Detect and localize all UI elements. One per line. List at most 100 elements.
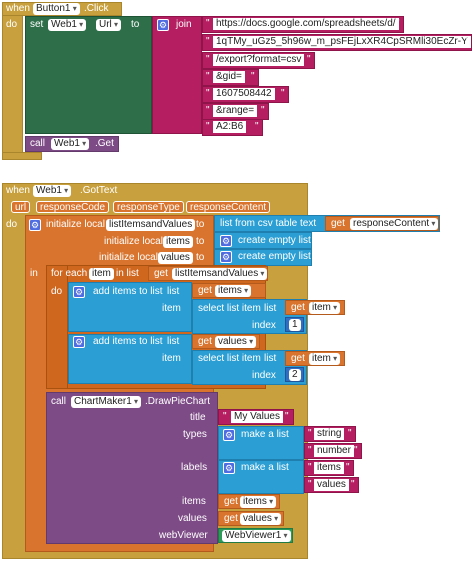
quote-icon: " <box>206 71 210 82</box>
get-keyword-items-param: get <box>224 496 238 507</box>
quote-icon: " <box>251 71 255 82</box>
loop-var-item[interactable]: item <box>89 268 114 280</box>
component-dropdown-chartmaker1[interactable]: ChartMaker1 <box>71 396 142 408</box>
event-name-gottext: .GotText <box>80 185 118 196</box>
do-keyword: do <box>6 19 18 30</box>
set-web1-url-block[interactable] <box>25 16 152 134</box>
quote-icon: " <box>308 428 312 439</box>
quote-icon: " <box>281 88 285 99</box>
mutator-gear-icon-labels[interactable]: ⚙ <box>223 462 235 474</box>
to-keyword-2: to <box>196 236 205 247</box>
method-drawpiechart: .DrawPieChart <box>145 396 211 407</box>
method-get: .Get <box>95 138 114 149</box>
get-keyword-item-1: get <box>291 302 305 313</box>
add-items-label-1: add items to list <box>93 286 163 297</box>
index-keyword-2: index <box>252 370 276 381</box>
mutator-gear-icon-empty-2[interactable]: ⚙ <box>220 251 232 263</box>
to-keyword-3: to <box>196 252 205 263</box>
mutator-gear-icon-types[interactable]: ⚙ <box>223 429 235 441</box>
add-items-block-1[interactable] <box>68 282 192 332</box>
quote-icon: " <box>348 428 352 439</box>
text-url-part-3[interactable]: /export?format=csv <box>213 54 305 66</box>
mutator-gear-icon-add-1[interactable]: ⚙ <box>73 286 85 298</box>
get-keyword-add-2: get <box>198 336 212 347</box>
quote-icon: " <box>308 479 312 490</box>
create-empty-list-label-1: create empty list <box>238 235 311 246</box>
get-responsecontent-dropdown[interactable]: responseContent <box>350 218 439 230</box>
text-title[interactable]: My Values <box>231 411 283 423</box>
text-type-string[interactable]: string <box>314 428 345 440</box>
mutator-gear-icon[interactable]: ⚙ <box>157 19 169 31</box>
param-responsecontent[interactable]: responseContent <box>186 201 271 213</box>
make-list-labels-block[interactable] <box>218 460 304 494</box>
text-url-part-7[interactable]: A2:B6 <box>213 121 247 133</box>
set-keyword: set <box>30 19 44 30</box>
param-responsetype[interactable]: responseType <box>113 201 184 213</box>
get-item-dropdown-2[interactable]: item <box>309 353 341 365</box>
make-list-label-labels: make a list <box>241 462 289 473</box>
get-items-dropdown-1[interactable]: items <box>215 285 252 297</box>
list-keyword-select-1: list <box>264 303 277 314</box>
local-var-listitemsandvalues[interactable]: listItemsandValues <box>106 219 196 231</box>
quote-icon: " <box>351 479 355 490</box>
property-dropdown-url[interactable]: Url <box>96 19 122 31</box>
quote-icon: " <box>307 54 311 65</box>
quote-icon: " <box>285 411 289 422</box>
call-keyword-chart: call <box>51 396 67 407</box>
mutator-gear-icon-add-2[interactable]: ⚙ <box>73 336 85 348</box>
text-label-items[interactable]: items <box>314 462 344 474</box>
text-url-part-1[interactable]: https://docs.google.com/spreadsheets/d/ <box>213 18 399 30</box>
add-items-block-2[interactable] <box>68 334 192 384</box>
text-url-part-4[interactable]: &gid= <box>213 71 245 83</box>
initialize-local-keyword-1: initialize local <box>46 219 105 230</box>
do-keyword-loop: do <box>51 286 63 297</box>
list-from-csv-keyword: list from csv table <box>220 218 298 229</box>
component-dropdown-webviewer1[interactable]: WebViewer1 <box>222 530 291 542</box>
text-label-values[interactable]: values <box>314 479 349 491</box>
get-values-param-dropdown[interactable]: values <box>240 513 282 525</box>
text-url-part-5[interactable]: 1607508442 <box>213 88 275 100</box>
text-url-part-2[interactable]: 1qTMy_uGz5_5h96w_m_psFEjLxXR4CpSRMli30Ec… <box>213 36 471 48</box>
text-type-number[interactable]: number <box>314 445 354 457</box>
text-url-part-6[interactable]: &range= <box>213 105 258 117</box>
create-empty-list-label-2: create empty list <box>238 251 311 262</box>
param-label-title: title <box>190 412 206 423</box>
when-keyword-2: when <box>6 185 30 196</box>
mutator-gear-icon-empty-1[interactable]: ⚙ <box>220 235 232 247</box>
local-var-items[interactable]: items <box>163 236 193 248</box>
get-listitemsandvalues-dropdown[interactable]: listItemsandValues <box>172 268 268 280</box>
event-name-click: .Click <box>84 3 109 14</box>
param-url[interactable]: url <box>11 201 31 213</box>
select-list-item-label-2: select list item <box>198 353 261 364</box>
param-responsecode[interactable]: responseCode <box>36 201 110 213</box>
create-empty-list-block-1[interactable] <box>214 232 312 249</box>
call-keyword: call <box>30 138 46 149</box>
component-dropdown-web1-event[interactable]: Web1 <box>33 185 72 197</box>
select-list-item-label-1: select list item <box>198 303 261 314</box>
index-keyword-1: index <box>252 320 276 331</box>
quote-icon: " <box>308 445 312 456</box>
number-index-1[interactable]: 1 <box>289 319 301 331</box>
call-drawpiechart-block[interactable] <box>46 392 218 544</box>
get-item-dropdown-1[interactable]: item <box>309 302 341 314</box>
join-block[interactable] <box>152 16 202 134</box>
mutator-gear-icon-local[interactable]: ⚙ <box>29 219 41 231</box>
component-dropdown-button1[interactable]: Button1 <box>33 3 80 15</box>
local-var-values[interactable]: values <box>158 252 193 264</box>
item-keyword-2: item <box>162 353 181 364</box>
get-keyword-values-param: get <box>224 513 238 524</box>
quote-icon: " <box>206 105 210 116</box>
quote-icon: " <box>206 36 210 47</box>
list-keyword-1: list <box>167 286 180 297</box>
quote-icon: " <box>206 54 210 65</box>
component-dropdown-web1-call[interactable]: Web1 <box>51 138 90 150</box>
for-each-left-rail <box>46 265 68 389</box>
param-label-items: items <box>182 496 206 507</box>
get-items-param-dropdown[interactable]: items <box>240 496 277 508</box>
param-label-values: values <box>178 513 207 524</box>
quote-icon: " <box>255 121 259 132</box>
number-index-2[interactable]: 2 <box>289 369 301 381</box>
get-values-dropdown-2[interactable]: values <box>215 336 257 348</box>
get-keyword-item-2: get <box>291 353 305 364</box>
component-dropdown-web1[interactable]: Web1 <box>48 19 87 31</box>
